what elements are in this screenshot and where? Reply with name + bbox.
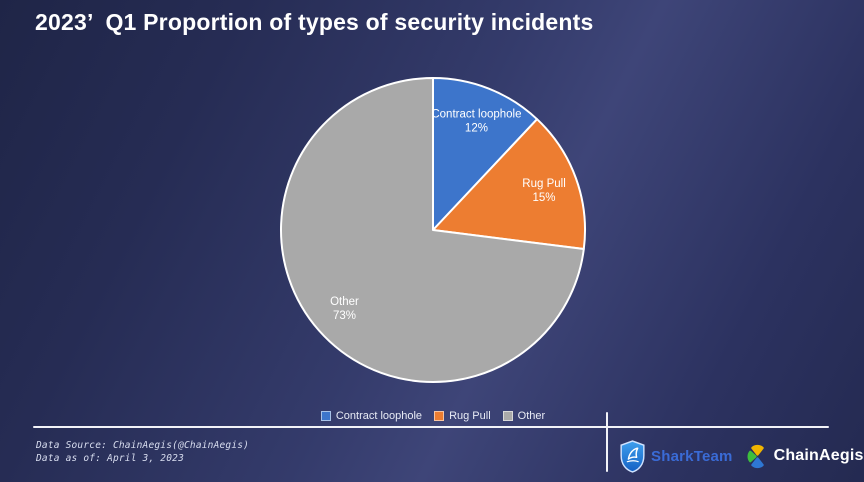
- data-asof-line: Data as of: April 3, 2023: [36, 453, 184, 464]
- footer-logos: SharkTeam ChainAegis: [619, 437, 864, 475]
- data-source-line: Data Source: ChainAegis(@ChainAegis): [36, 440, 250, 451]
- chainaegis-logo-text: ChainAegis: [773, 447, 864, 464]
- legend-label: Contract loophole: [335, 410, 423, 422]
- data-source-note: Data Source: ChainAegis(@ChainAegis) Dat…: [36, 439, 249, 465]
- footer-divider-vertical: [606, 412, 608, 472]
- legend-swatch: [434, 411, 445, 421]
- legend-swatch: [320, 411, 331, 421]
- pie-slice-rug-pull: [432, 118, 586, 251]
- legend-item-other: Other: [502, 410, 546, 422]
- legend-item-contract-loophole: Contract loophole: [320, 410, 423, 422]
- pie-chart-area: Contract loophole 12% Rug Pull 15% Other 73%: [261, 58, 605, 402]
- chainaegis-icon: [747, 444, 764, 468]
- sharkteam-logo: SharkTeam: [619, 439, 733, 473]
- pie-slice-contract-loophole: [432, 77, 539, 231]
- footer-divider-horizontal: [33, 426, 829, 428]
- legend-item-rug-pull: Rug Pull: [434, 410, 491, 422]
- pie-data-label-other: Other 73%: [330, 296, 359, 322]
- pie-chart: Contract loophole 12% Rug Pull 15% Other 73%: [280, 77, 586, 383]
- legend-label: Other: [517, 410, 546, 422]
- pie-data-label-contract-loophole: Contract loophole 12%: [431, 108, 521, 134]
- chart-legend: Contract loophole Rug Pull Other: [0, 410, 864, 422]
- page-title: 2023’ Q1 Proportion of types of security…: [35, 9, 594, 35]
- pie-slice-other: [280, 77, 585, 383]
- legend-label: Rug Pull: [449, 410, 491, 422]
- sharkteam-logo-text: SharkTeam: [651, 447, 733, 465]
- sharkteam-shield-icon: [620, 439, 645, 473]
- legend-swatch: [502, 411, 513, 421]
- chainaegis-logo: ChainAegis: [746, 443, 864, 470]
- pie-data-label-rug-pull: Rug Pull 15%: [522, 178, 565, 204]
